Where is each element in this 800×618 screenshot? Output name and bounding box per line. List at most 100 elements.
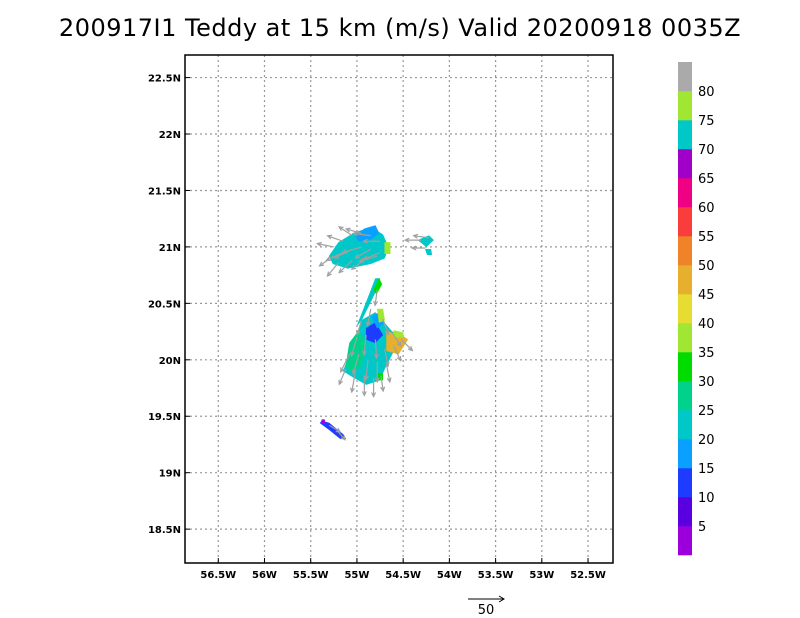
wind-arrow-head <box>326 271 332 277</box>
wind-arrow-shaft <box>359 255 378 263</box>
wind-arrow-head <box>362 238 368 244</box>
colorbar-swatch <box>678 149 692 179</box>
wind-arrow-head <box>358 257 365 263</box>
wind-arrow <box>350 337 358 358</box>
colorbar-label: 60 <box>698 201 715 216</box>
colorbar-swatch <box>678 294 692 324</box>
wind-arrow-head <box>338 268 344 274</box>
wind-arrow-shaft <box>338 368 347 385</box>
wind-arrow-shaft <box>363 334 367 355</box>
wind-arrow <box>340 353 351 373</box>
wind-arrow-head <box>340 367 345 373</box>
plot-frame <box>184 54 614 564</box>
y-tick-label: 20N <box>159 356 181 367</box>
colorbar-label: 5 <box>698 520 706 535</box>
wind-arrow <box>344 227 362 234</box>
colorbar-label: 80 <box>698 85 715 100</box>
colorbar-swatch <box>678 410 692 440</box>
wind-arrow-shaft <box>385 364 391 383</box>
wind-arrow-head <box>373 353 379 360</box>
wind-arrow <box>358 255 378 263</box>
wind-arrow-head <box>410 245 417 251</box>
wind-arrow-shaft <box>328 424 341 433</box>
colorbar-label: 35 <box>698 346 715 361</box>
wind-arrow-head <box>333 254 340 259</box>
wind-arrow <box>382 318 390 336</box>
colorbar-label: 30 <box>698 375 715 390</box>
wind-speed-patch <box>345 329 367 374</box>
wind-arrow-head <box>403 237 410 243</box>
wind-arrow <box>384 348 390 368</box>
wind-arrow <box>412 233 430 239</box>
y-tick-label: 19N <box>159 469 181 480</box>
y-tick-label: 21N <box>159 243 181 254</box>
wind-arrow-head <box>338 379 344 386</box>
y-tick-label: 19.5N <box>148 412 181 423</box>
wind-arrow <box>326 262 339 277</box>
wind-arrow <box>391 332 402 348</box>
wind-arrow-shaft <box>393 346 402 361</box>
colorbar-swatch <box>678 497 692 527</box>
wind-arrow-head <box>350 264 357 271</box>
wind-speed-patch <box>393 330 404 338</box>
wind-arrow-shaft <box>363 251 381 260</box>
colorbar-label: 40 <box>698 317 715 332</box>
wind-arrow <box>403 237 422 243</box>
y-tick-label: 18.5N <box>148 525 181 536</box>
chart-title: 200917I1 Teddy at 15 km (m/s) Valid 2020… <box>58 14 742 42</box>
wind-arrow-shaft <box>374 339 378 359</box>
wind-arrow <box>338 368 347 386</box>
x-tick-label: 52.5W <box>570 570 606 581</box>
wind-arrow-shaft <box>355 248 372 259</box>
wind-arrow-shaft <box>391 332 402 347</box>
wind-arrow-shaft <box>317 243 334 248</box>
wind-arrow <box>410 245 426 251</box>
wind-arrow-shaft <box>382 318 389 335</box>
wind-arrow-head <box>335 427 342 433</box>
wind-arrow-shaft <box>326 262 339 277</box>
y-tick-label: 21.5N <box>148 186 181 197</box>
colorbar-swatch <box>678 381 692 411</box>
wind-arrow-shaft <box>352 353 360 375</box>
wind-arrow <box>380 375 386 393</box>
wind-arrow-head <box>371 392 377 398</box>
wind-arrow-head <box>349 387 355 394</box>
y-tick-label: 22.5N <box>148 74 181 85</box>
colorbar-label: 20 <box>698 433 715 448</box>
colorbar-swatch <box>678 265 692 295</box>
wind-arrow <box>385 364 392 384</box>
wind-arrow <box>337 226 353 237</box>
wind-arrow <box>365 308 372 327</box>
reference-arrow-head <box>498 595 505 603</box>
wind-arrow-shaft <box>356 320 363 335</box>
wind-arrow-head <box>351 369 357 376</box>
wind-arrow <box>373 339 379 360</box>
colorbar-label: 10 <box>698 491 715 506</box>
wind-arrow <box>349 373 356 394</box>
wind-arrow-shaft <box>380 375 384 392</box>
wind-arrow-head <box>361 350 367 357</box>
x-tick-label: 56.5W <box>200 570 236 581</box>
wind-arrow-head <box>374 377 380 384</box>
colorbar-label: 65 <box>698 172 715 187</box>
wind-speed-patch <box>321 419 325 424</box>
wind-arrow-shaft <box>337 431 346 441</box>
x-tick-label: 55W <box>344 570 369 581</box>
grid-lines <box>185 55 613 563</box>
colorbar-swatch <box>678 439 692 469</box>
wind-arrow-head <box>340 435 346 441</box>
axes: 56.5W 56W 55.5W 55W 54.5W 54W 53.5W 53W 52.5W 18.… <box>148 74 606 581</box>
reference-vector: 50 <box>468 595 505 618</box>
wind-arrow <box>354 248 372 259</box>
wind-arrow <box>325 252 344 261</box>
wind-arrow-shaft <box>338 226 353 237</box>
colorbar-label: 55 <box>698 230 715 245</box>
wind-arrow-shaft <box>350 337 358 357</box>
wind-speed-patch <box>384 242 391 254</box>
wind-arrow-head <box>407 346 414 352</box>
x-tick-label: 53.5W <box>478 570 514 581</box>
wind-arrow-head <box>315 241 322 247</box>
wind-arrow-head <box>326 234 333 240</box>
wind-arrow-head <box>344 227 351 233</box>
